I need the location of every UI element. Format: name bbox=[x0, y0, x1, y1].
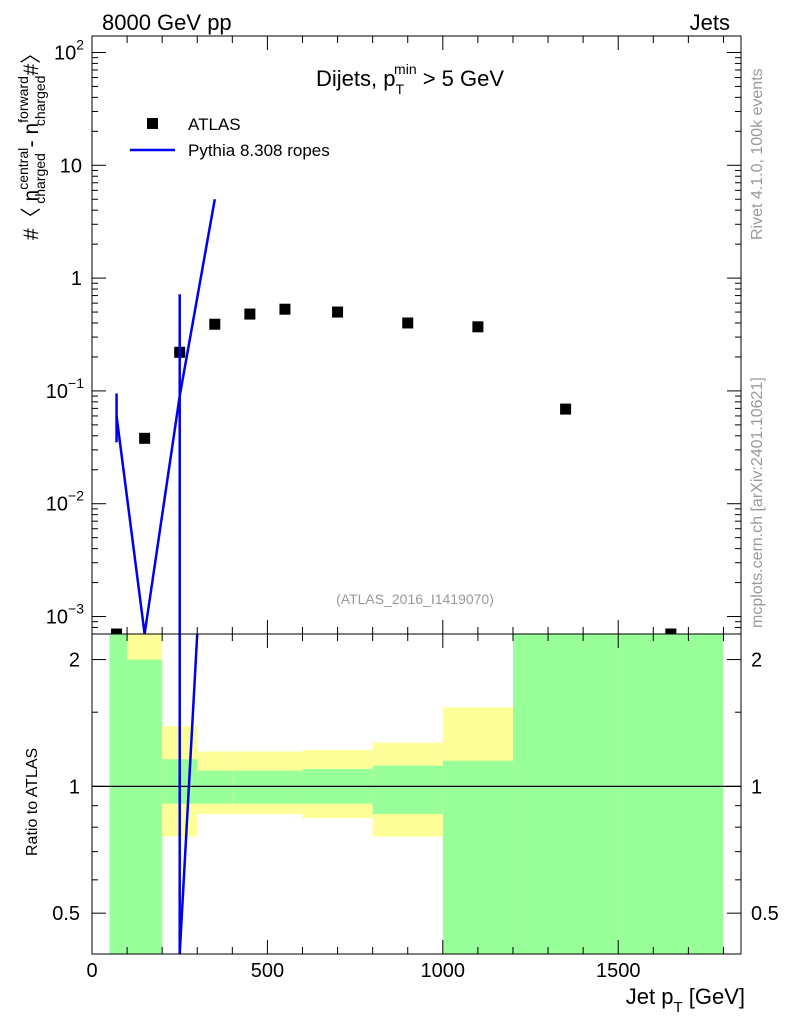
legend-marker-atlas bbox=[147, 118, 158, 129]
atlas-point bbox=[472, 321, 484, 333]
ratio-band-inner bbox=[512, 634, 619, 954]
header-left: 8000 GeV pp bbox=[102, 10, 232, 35]
atlas-point bbox=[560, 403, 572, 415]
x-axis-label: Jet pT [GeV] bbox=[626, 984, 745, 1016]
ratio-band-inner bbox=[618, 634, 724, 954]
main-y-tick-label: 10−2 bbox=[46, 488, 84, 516]
ratio-y-tick-label-left: 2 bbox=[69, 650, 80, 672]
ratio-band-inner bbox=[197, 770, 233, 804]
atlas-point bbox=[332, 306, 344, 318]
ratio-band-inner bbox=[442, 760, 513, 954]
legend-label-pythia: Pythia 8.308 ropes bbox=[188, 141, 330, 160]
atlas-point bbox=[402, 317, 414, 329]
main-y-axis-label: #〈 ncentralcharged - nforwardcharged#〉 bbox=[15, 43, 48, 240]
atlas-point bbox=[209, 318, 221, 330]
ratio-band-inner bbox=[127, 659, 163, 954]
x-tick-label: 500 bbox=[251, 960, 284, 982]
ratio-y-tick-label-right: 1 bbox=[751, 776, 762, 798]
main-y-tick-label: 10−1 bbox=[46, 375, 84, 403]
ratio-y-tick-label-right: 2 bbox=[751, 650, 762, 672]
ratio-y-axis-label: Ratio to ATLAS bbox=[24, 748, 41, 856]
main-y-tick-label: 1 bbox=[71, 268, 82, 290]
atlas-point bbox=[139, 432, 151, 444]
ratio-band-inner bbox=[232, 770, 303, 804]
side-label-bottom: mcplots.cern.ch [arXiv:2401.10621] bbox=[749, 377, 766, 628]
ratio-band-inner bbox=[372, 765, 443, 814]
ratio-y-tick-label-left: 0.5 bbox=[52, 903, 80, 925]
x-tick-label: 1500 bbox=[596, 960, 641, 982]
ratio-frame bbox=[91, 633, 742, 955]
ratio-pythia-line bbox=[178, 633, 199, 955]
side-label-top: Rivet 4.1.0, 100k events bbox=[749, 68, 766, 240]
ratio-y-tick-label-right: 0.5 bbox=[751, 903, 779, 925]
main-y-tick-label: 10 bbox=[60, 155, 82, 177]
atlas-point bbox=[279, 303, 291, 315]
ratio-panel: 0.5 0.5 1 1 2 2 0 500 1000 1500 Ratio to ATLAS J… bbox=[24, 36, 779, 1016]
legend-label-atlas: ATLAS bbox=[188, 115, 241, 134]
x-tick-label: 0 bbox=[86, 960, 97, 982]
analysis-watermark: (ATLAS_2016_I1419070) bbox=[336, 591, 494, 607]
x-tick-label: 1000 bbox=[421, 960, 466, 982]
header-right: Jets bbox=[690, 10, 730, 35]
atlas-point bbox=[244, 308, 256, 320]
ratio-y-tick-label-left: 1 bbox=[69, 776, 80, 798]
main-y-tick-label: 10−3 bbox=[46, 601, 84, 629]
main-y-tick-label: 102 bbox=[54, 36, 84, 64]
pythia-line bbox=[115, 199, 217, 635]
plot-title: Dijets, pTmin > 5 GeV bbox=[316, 61, 504, 97]
legend: ATLAS Pythia 8.308 ropes bbox=[130, 115, 330, 160]
main-panel: 10−3 10−2 10−1 1 10 102 Dijets, pTmin > 5 GeV… bbox=[15, 35, 742, 640]
ratio-band-inner bbox=[109, 634, 128, 954]
